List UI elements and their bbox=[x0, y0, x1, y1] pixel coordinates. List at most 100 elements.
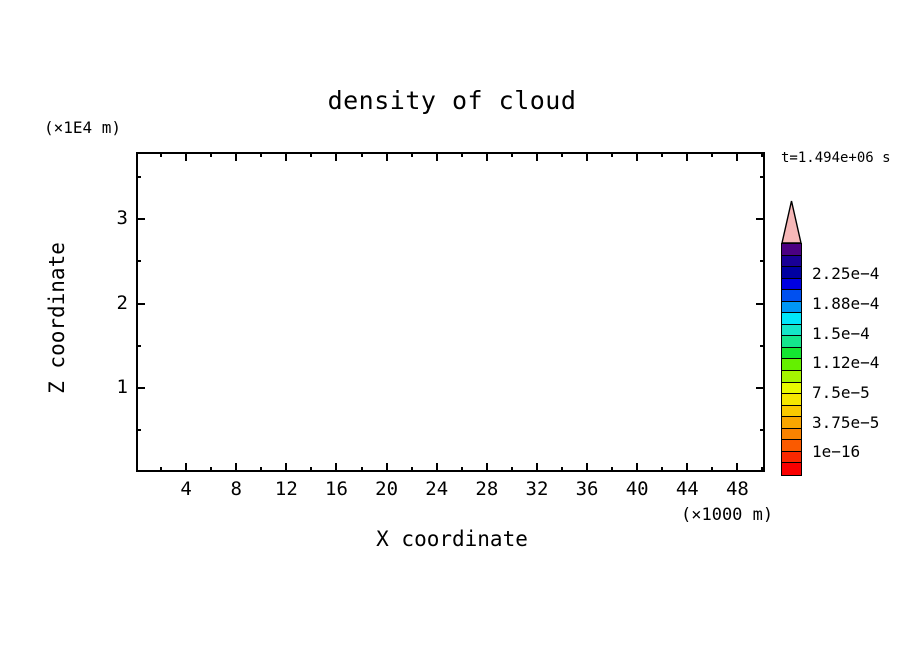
x-axis-unit-label: (×1000 m) bbox=[681, 505, 774, 525]
x-tick-label: 12 bbox=[274, 478, 298, 500]
colorbar-band bbox=[782, 313, 801, 325]
colorbar-overflow-arrow-icon bbox=[781, 200, 802, 244]
x-tick-minor-top bbox=[410, 152, 413, 157]
x-tick-major bbox=[385, 463, 388, 472]
colorbar[interactable] bbox=[781, 243, 802, 476]
colorbar-band bbox=[782, 301, 801, 314]
x-tick-minor-top bbox=[210, 152, 213, 157]
colorbar-band bbox=[782, 290, 801, 302]
colorbar-band bbox=[782, 255, 801, 268]
colorbar-band bbox=[782, 336, 801, 348]
x-tick-major bbox=[285, 463, 288, 472]
y-tick-major-right bbox=[756, 218, 765, 221]
x-tick-minor bbox=[360, 467, 363, 472]
x-tick-minor-top bbox=[711, 152, 714, 157]
x-tick-major-top bbox=[335, 152, 338, 161]
colorbar-band bbox=[782, 440, 801, 452]
x-tick-label: 40 bbox=[625, 478, 649, 500]
colorbar-band bbox=[782, 267, 801, 279]
colorbar-tick-label: 2.25e−4 bbox=[812, 264, 880, 284]
x-tick-major-top bbox=[636, 152, 639, 161]
x-tick-major-top bbox=[686, 152, 689, 161]
x-tick-major-top bbox=[385, 152, 388, 161]
colorbar-band bbox=[782, 244, 801, 256]
x-tick-label: 8 bbox=[230, 478, 242, 500]
x-tick-major-top bbox=[285, 152, 288, 161]
y-tick-major bbox=[136, 386, 145, 389]
y-tick-label: 1 bbox=[116, 375, 128, 398]
x-tick-major-top bbox=[485, 152, 488, 161]
y-tick-major bbox=[136, 218, 145, 221]
x-tick-major bbox=[435, 463, 438, 472]
x-tick-major-top bbox=[435, 152, 438, 161]
page-title: density of cloud bbox=[327, 86, 577, 115]
colorbar-tick-label: 3.75e−5 bbox=[812, 412, 880, 432]
x-tick-major bbox=[235, 463, 238, 472]
x-tick-minor bbox=[661, 467, 664, 472]
x-tick-major bbox=[686, 463, 689, 472]
x-tick-major-top bbox=[185, 152, 188, 161]
x-tick-minor-top bbox=[460, 152, 463, 157]
colorbar-band bbox=[782, 428, 801, 441]
x-tick-label: 28 bbox=[475, 478, 499, 500]
x-tick-major bbox=[736, 463, 739, 472]
y-tick-minor-right bbox=[760, 176, 765, 179]
colorbar-tick-label: 1.12e−4 bbox=[812, 353, 880, 373]
colorbar-tick-label: 7.5e−5 bbox=[812, 382, 870, 402]
colorbar-band bbox=[782, 278, 801, 291]
x-tick-label: 16 bbox=[325, 478, 348, 500]
colorbar-band bbox=[782, 417, 801, 429]
x-tick-minor bbox=[260, 467, 263, 472]
x-tick-label: 24 bbox=[425, 478, 449, 500]
colorbar-band bbox=[782, 405, 801, 418]
x-tick-label: 4 bbox=[180, 478, 192, 500]
x-tick-label: 36 bbox=[575, 478, 599, 500]
x-tick-minor-top bbox=[510, 152, 513, 157]
y-tick-major-right bbox=[756, 386, 765, 389]
x-tick-minor-top bbox=[611, 152, 614, 157]
colorbar-band bbox=[782, 451, 801, 464]
colorbar-band bbox=[782, 463, 801, 475]
x-tick-label: 48 bbox=[725, 478, 749, 500]
x-tick-minor-top bbox=[761, 152, 764, 157]
x-tick-label: 32 bbox=[525, 478, 549, 500]
x-tick-minor bbox=[711, 467, 714, 472]
x-tick-major bbox=[185, 463, 188, 472]
colorbar-band bbox=[782, 382, 801, 395]
x-tick-major bbox=[586, 463, 589, 472]
y-tick-minor-right bbox=[760, 428, 765, 431]
x-tick-label: 20 bbox=[375, 478, 399, 500]
y-axis-title: Z coordinate bbox=[45, 242, 69, 394]
x-tick-major-top bbox=[235, 152, 238, 161]
y-tick-label: 3 bbox=[116, 207, 128, 230]
x-tick-major-top bbox=[586, 152, 589, 161]
x-tick-minor-top bbox=[160, 152, 163, 157]
x-tick-minor-top bbox=[260, 152, 263, 157]
x-tick-major bbox=[636, 463, 639, 472]
x-axis-title: X coordinate bbox=[376, 527, 528, 551]
x-tick-major-top bbox=[535, 152, 538, 161]
y-tick-minor bbox=[136, 344, 141, 347]
y-tick-major-right bbox=[756, 302, 765, 305]
x-tick-minor-top bbox=[561, 152, 564, 157]
y-tick-major bbox=[136, 302, 145, 305]
y-tick-minor bbox=[136, 260, 141, 263]
x-tick-minor bbox=[561, 467, 564, 472]
y-tick-label: 2 bbox=[116, 291, 128, 314]
x-tick-minor bbox=[611, 467, 614, 472]
x-tick-label: 44 bbox=[675, 478, 699, 500]
x-tick-minor bbox=[210, 467, 213, 472]
x-tick-minor-top bbox=[360, 152, 363, 157]
x-tick-minor bbox=[510, 467, 513, 472]
time-annotation: t=1.494e+06 s bbox=[781, 150, 891, 166]
plot-frame bbox=[136, 152, 765, 472]
colorbar-tick-label: 1.88e−4 bbox=[812, 293, 880, 313]
x-tick-major bbox=[485, 463, 488, 472]
x-tick-minor-top bbox=[661, 152, 664, 157]
y-tick-minor bbox=[136, 176, 141, 179]
x-tick-minor bbox=[160, 467, 163, 472]
x-tick-minor bbox=[761, 467, 764, 472]
x-tick-minor-top bbox=[310, 152, 313, 157]
y-tick-minor-right bbox=[760, 344, 765, 347]
